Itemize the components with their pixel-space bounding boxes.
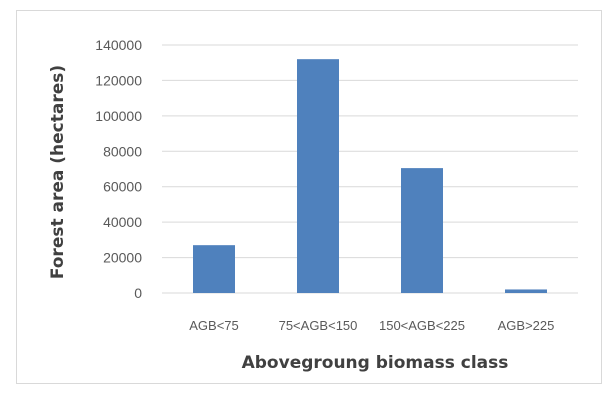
bar bbox=[401, 168, 443, 293]
y-axis-title: Forest area (hectares) bbox=[48, 65, 68, 279]
bar bbox=[297, 59, 339, 293]
x-tick-label: AGB<75 bbox=[189, 318, 239, 333]
bar bbox=[505, 289, 547, 293]
x-axis-ticks: AGB<75 75<AGB<150 150<AGB<225 AGB>225 bbox=[189, 318, 554, 333]
y-tick-label: 20000 bbox=[103, 250, 142, 266]
y-tick-label: 120000 bbox=[95, 72, 142, 88]
y-tick-label: 140000 bbox=[95, 37, 142, 53]
x-tick-label: 75<AGB<150 bbox=[279, 318, 358, 333]
x-tick-label: AGB>225 bbox=[498, 318, 555, 333]
y-tick-label: 100000 bbox=[95, 108, 142, 124]
bars bbox=[193, 59, 547, 293]
x-tick-label: 150<AGB<225 bbox=[379, 318, 465, 333]
y-axis-ticks: 0 20000 40000 60000 80000 100000 120000 140000 bbox=[95, 37, 142, 301]
y-tick-label: 80000 bbox=[103, 143, 142, 159]
y-tick-label: 60000 bbox=[103, 179, 142, 195]
bar bbox=[193, 245, 235, 293]
y-tick-label: 40000 bbox=[103, 214, 142, 230]
x-axis-title: Abovegroung biomass class bbox=[242, 353, 509, 373]
y-tick-label: 0 bbox=[134, 285, 142, 301]
